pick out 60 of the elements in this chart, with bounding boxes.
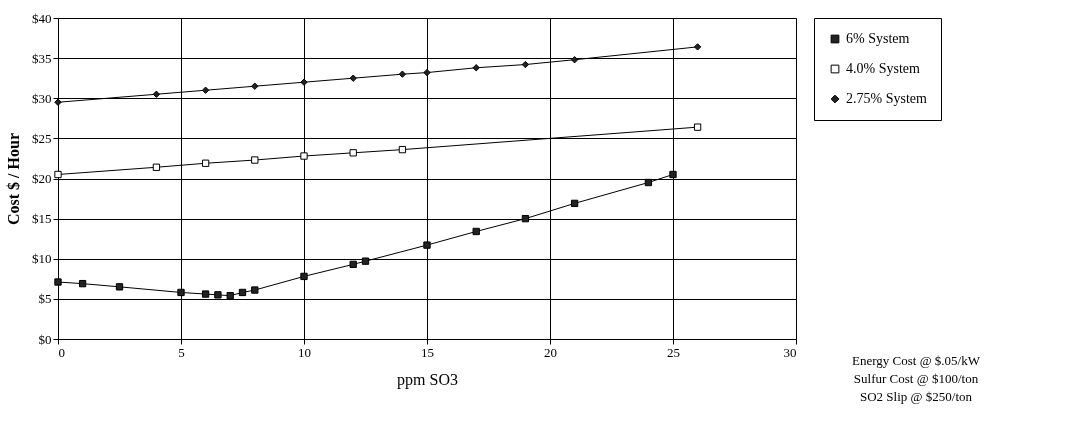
point <box>54 278 62 286</box>
legend-label: 4.0% System <box>846 61 920 76</box>
point <box>423 68 431 77</box>
point <box>361 257 370 265</box>
y-tick-label: $10 <box>32 251 52 267</box>
legend-label: 6% System <box>846 31 910 46</box>
y-tick-label: $15 <box>32 211 52 227</box>
point <box>521 214 530 223</box>
x-tick-label: 20 <box>544 344 557 360</box>
y-tick-label: $20 <box>32 171 52 186</box>
point <box>214 291 222 299</box>
x-tick-label: 10 <box>298 344 311 360</box>
point <box>398 70 407 78</box>
point <box>423 241 431 249</box>
x-tick-label: 5 <box>178 344 185 360</box>
point <box>238 288 247 297</box>
point <box>201 86 210 94</box>
point <box>78 279 87 288</box>
x-tick-label: 25 <box>667 344 680 360</box>
point <box>300 152 308 160</box>
legend-label: 2.75% System <box>846 91 927 106</box>
point <box>349 260 357 269</box>
x-tick-label: 0 <box>58 344 65 360</box>
point <box>201 159 210 167</box>
point <box>644 178 653 187</box>
point <box>115 283 124 291</box>
y-axis-title: Cost $ / Hour <box>5 133 22 225</box>
y-tick-label: $30 <box>32 90 52 106</box>
text: Sulfur Cost @ $100/ton <box>853 371 979 386</box>
x-tick-label: 30 <box>783 344 797 360</box>
point <box>300 78 308 86</box>
point <box>152 90 161 98</box>
point <box>693 43 702 51</box>
point <box>693 123 702 131</box>
point <box>570 56 579 64</box>
point <box>349 149 357 157</box>
x-axis-title: ppm SO3 <box>397 370 458 389</box>
point <box>472 64 480 72</box>
point <box>152 163 161 171</box>
y-tick-label: $40 <box>32 10 52 26</box>
y-tick-label: $0 <box>38 331 52 347</box>
point <box>251 156 259 164</box>
point <box>669 170 677 179</box>
y-tick-label: $25 <box>32 130 52 146</box>
text: Energy Cost @ $.05/kW <box>851 353 981 368</box>
point <box>570 199 579 208</box>
text: SO2 Slip @ $250/ton <box>859 389 973 404</box>
point <box>226 292 234 300</box>
point <box>251 82 259 90</box>
point <box>251 286 259 294</box>
point <box>300 272 308 281</box>
x-tick-label: 15 <box>421 344 434 360</box>
point <box>201 290 210 298</box>
y-tick-label: $35 <box>32 50 52 66</box>
point <box>349 74 357 82</box>
point <box>398 145 407 154</box>
point <box>472 227 480 236</box>
point <box>177 288 185 297</box>
point <box>521 60 530 69</box>
y-tick-label: $5 <box>38 291 52 307</box>
